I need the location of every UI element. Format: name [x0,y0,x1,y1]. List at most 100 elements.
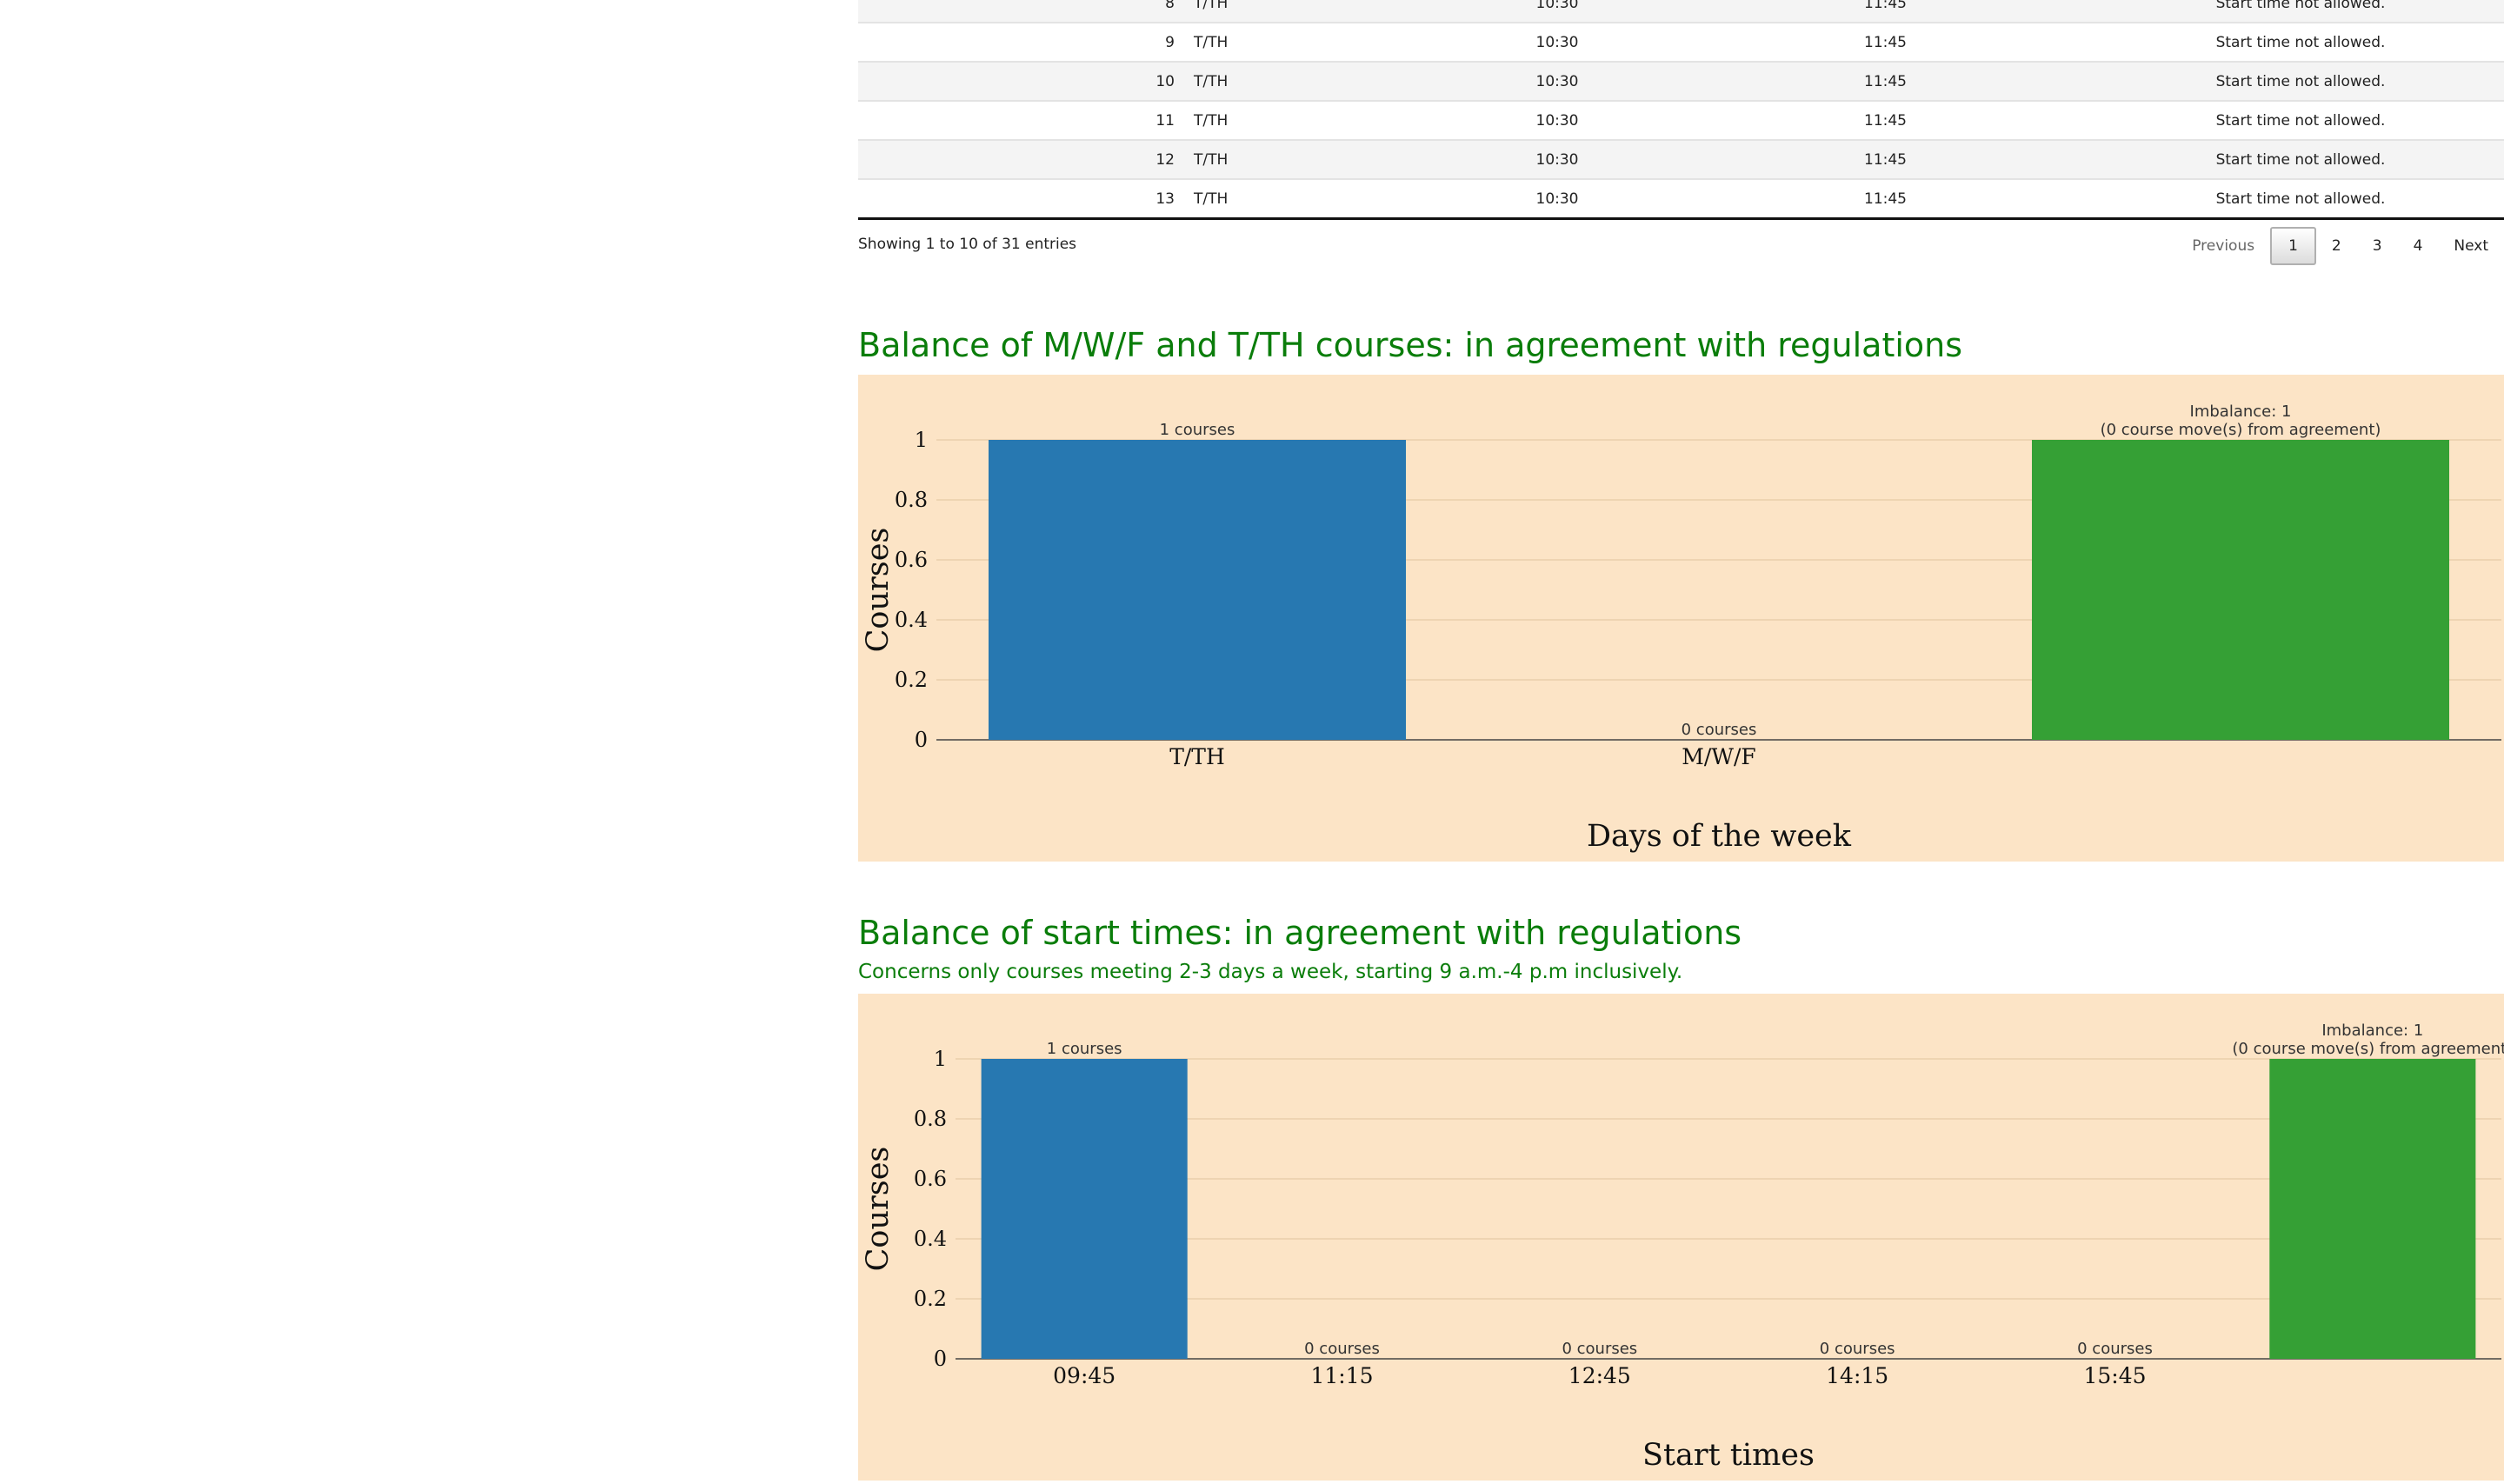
y-tick-label: 0 [934,1347,947,1371]
table-row: 9 T/TH 10:30 11:45 Start time not allowed. [858,22,2504,61]
pagination-page-4[interactable]: 4 [2413,237,2423,255]
bar [2269,1059,2476,1359]
row-id: 12 [1155,150,1175,169]
row-start-time: 10:30 [1535,150,1579,169]
pagination-previous[interactable]: Previous [2192,237,2255,255]
y-tick-label: 0.8 [914,1107,947,1131]
x-tick-label: 11:15 [1310,1363,1373,1388]
section2-title: Balance of start times: in agreement wit… [858,914,1742,952]
y-tick-label: 1 [934,1047,947,1071]
row-end-time: 11:45 [1864,190,1907,208]
y-tick-label: 0.6 [914,1167,947,1191]
data-label-line: 1 courses [1160,421,1235,439]
row-start-time: 10:30 [1535,72,1579,90]
pagination: Previous 1 2 3 4 Next [2176,227,2504,265]
pagination-page-2[interactable]: 2 [2331,237,2341,255]
row-message: Start time not allowed. [2215,0,2386,12]
row-id: 11 [1155,111,1175,130]
row-id: 8 [1165,0,1175,12]
table-row: 11 T/TH 10:30 11:45 Start time not allowed. [858,100,2504,139]
data-label: 0 courses [1562,1340,1637,1358]
data-label-line: 1 courses [1047,1040,1122,1058]
x-axis-title: Days of the week [1587,819,1852,854]
bar [2032,440,2449,740]
row-days: T/TH [1194,33,1229,51]
table-row: 13 T/TH 10:30 11:45 Start time not allowed. [858,178,2504,217]
data-label: 0 courses [1682,721,1757,739]
y-tick-label: 1 [915,428,928,452]
x-tick-label: T/TH [1169,744,1225,769]
pagination-next[interactable]: Next [2454,237,2488,255]
data-label-line: Imbalance: 1 [2190,403,2292,421]
data-label: 1 courses [1047,1040,1122,1058]
course-table: 8 T/TH 10:30 11:45 Start time not allowed. 9 T… [858,0,2504,220]
x-tick-label: 14:15 [1826,1363,1888,1388]
row-end-time: 11:45 [1864,150,1907,169]
row-days: T/TH [1194,0,1229,12]
data-label-line: 0 courses [1304,1340,1380,1358]
data-label: 0 courses [1820,1340,1895,1358]
row-message: Start time not allowed. [2215,111,2386,130]
data-label-line: 0 courses [1562,1340,1637,1358]
row-message: Start time not allowed. [2215,150,2386,169]
y-axis-title: Courses [861,528,896,653]
y-tick-label: 0.4 [895,608,928,632]
row-start-time: 10:30 [1535,190,1579,208]
data-label-line: (0 course move(s) from agreement) [2232,1040,2504,1058]
row-id: 9 [1165,33,1175,51]
row-days: T/TH [1194,111,1229,130]
y-axis-title: Courses [861,1147,896,1272]
days-chart-panel: 0 0.2 0.4 0.6 0.8 1 1 courses T/TH 0 courses M/W/… [858,375,2504,862]
row-message: Start time not allowed. [2215,72,2386,90]
y-tick-label: 0.8 [895,488,928,512]
row-days: T/TH [1194,150,1229,169]
row-end-time: 11:45 [1864,111,1907,130]
data-label: 1 courses [1160,421,1235,439]
data-label-line: Imbalance: 1 [2321,1021,2423,1040]
y-tick-label: 0.6 [895,548,928,572]
table-footer: Showing 1 to 10 of 31 entries Previous 1… [858,220,2504,272]
x-tick-label: 12:45 [1568,1363,1631,1388]
bar [981,1059,1188,1359]
row-end-time: 11:45 [1864,72,1907,90]
main-content: 8 T/TH 10:30 11:45 Start time not allowed. 9 T… [858,0,2504,1481]
row-start-time: 10:30 [1535,33,1579,51]
row-message: Start time not allowed. [2215,33,2386,51]
section2-subtitle: Concerns only courses meeting 2-3 days a… [858,961,1683,983]
data-label: Imbalance: 1 (0 course move(s) from agree… [2101,403,2381,439]
y-tick-label: 0.2 [914,1287,947,1311]
days-chart: 0 0.2 0.4 0.6 0.8 1 1 courses T/TH 0 courses M/W/… [861,403,2501,854]
data-label-line: 0 courses [1682,721,1757,739]
x-tick-label: 15:45 [2083,1363,2146,1388]
x-tick-label: 09:45 [1053,1363,1115,1388]
row-start-time: 10:30 [1535,111,1579,130]
pagination-page-3[interactable]: 3 [2372,237,2382,255]
data-label-line: 0 courses [2077,1340,2153,1358]
x-axis-title: Start times [1642,1438,1815,1473]
section1-title: Balance of M/W/F and T/TH courses: in ag… [858,326,1963,364]
table-row: 8 T/TH 10:30 11:45 Start time not allowed. [858,0,2504,22]
data-label-line: 0 courses [1820,1340,1895,1358]
start-times-chart-panel: 0 0.2 0.4 0.6 0.8 1 1 courses 09:45 0 courses 11:… [858,994,2504,1481]
table-row: 10 T/TH 10:30 11:45 Start time not allowed. [858,61,2504,100]
pagination-page-1[interactable]: 1 [2270,227,2316,265]
row-days: T/TH [1194,190,1229,208]
row-start-time: 10:30 [1535,0,1579,12]
row-id: 13 [1155,190,1175,208]
data-label-line: (0 course move(s) from agreement) [2101,421,2381,439]
y-tick-label: 0.2 [895,668,928,692]
row-days: T/TH [1194,72,1229,90]
y-tick-label: 0.4 [914,1227,947,1251]
bar [989,440,1406,740]
table-row: 12 T/TH 10:30 11:45 Start time not allowed. [858,139,2504,178]
data-label: Imbalance: 1 (0 course move(s) from agree… [2232,1021,2504,1058]
row-end-time: 11:45 [1864,33,1907,51]
data-label: 0 courses [1304,1340,1380,1358]
table-info: Showing 1 to 10 of 31 entries [858,236,1077,253]
y-tick-label: 0 [915,728,928,752]
data-label: 0 courses [2077,1340,2153,1358]
start-times-chart: 0 0.2 0.4 0.6 0.8 1 1 courses 09:45 0 courses 11:… [861,1021,2504,1473]
row-message: Start time not allowed. [2215,190,2386,208]
row-id: 10 [1155,72,1175,90]
x-tick-label: M/W/F [1682,744,1756,769]
